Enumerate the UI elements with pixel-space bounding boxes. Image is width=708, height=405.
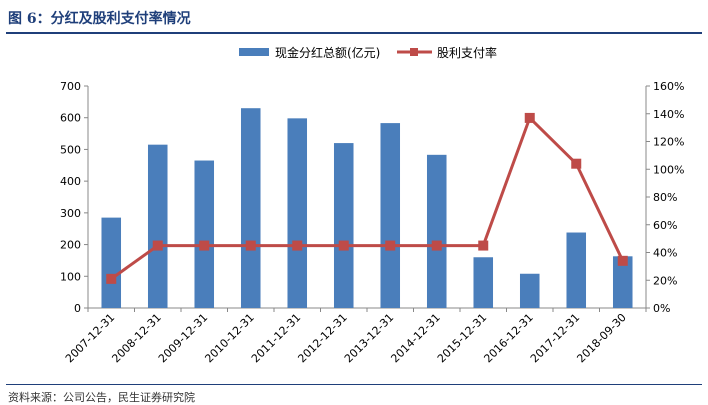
- y-right-tick-label: 120%: [653, 136, 684, 149]
- bar: [240, 108, 261, 308]
- bar: [333, 143, 354, 308]
- y-left-tick-label: 200: [60, 239, 81, 252]
- bar: [287, 118, 308, 308]
- figure-title: 图 6：分红及股利支付率情况: [8, 11, 191, 27]
- legend-line-marker: [410, 48, 418, 56]
- bar: [519, 273, 540, 308]
- line-point: [292, 240, 303, 251]
- y-left-tick-label: 0: [74, 302, 81, 315]
- line-point: [431, 240, 442, 251]
- bar: [473, 257, 494, 308]
- y-right-tick-label: 140%: [653, 108, 684, 121]
- footer-rule: [6, 384, 702, 385]
- line-point: [106, 273, 117, 284]
- line-point: [245, 240, 256, 251]
- bar: [194, 160, 215, 308]
- y-left-tick-label: 600: [60, 112, 81, 125]
- y-right-tick-label: 0%: [653, 302, 670, 315]
- y-right-tick-label: 20%: [653, 274, 677, 287]
- y-right-tick-label: 160%: [653, 80, 684, 93]
- y-left-tick-label: 700: [60, 80, 81, 93]
- bar-series: [101, 108, 633, 308]
- legend-bar-label: 现金分红总额(亿元): [275, 45, 380, 60]
- legend: 现金分红总额(亿元) 股利支付率: [239, 45, 497, 60]
- bar: [566, 232, 587, 308]
- y-right-tick-label: 60%: [653, 219, 677, 232]
- y-right-tick-label: 100%: [653, 163, 684, 176]
- line-series: [106, 112, 628, 284]
- line-point: [478, 240, 489, 251]
- bar: [612, 256, 633, 308]
- line-point: [571, 158, 582, 169]
- line-point: [199, 240, 210, 251]
- payout-line: [110, 115, 625, 281]
- legend-bar-swatch: [239, 48, 269, 56]
- line-point: [338, 240, 349, 251]
- bar: [380, 123, 401, 308]
- y-right-tick-label: 40%: [653, 247, 677, 260]
- y-right-tick-label: 80%: [653, 191, 677, 204]
- bar: [101, 217, 122, 308]
- y-left-tick-label: 500: [60, 143, 81, 156]
- y-left-tick-label: 400: [60, 175, 81, 188]
- bar: [426, 154, 447, 308]
- line-point: [385, 240, 396, 251]
- legend-line-label: 股利支付率: [437, 45, 497, 60]
- source-note: 资料来源：公司公告，民生证券研究院: [8, 391, 195, 404]
- line-point: [152, 240, 163, 251]
- line-point: [524, 112, 535, 123]
- x-tick-label: 2018-09-30: [574, 311, 628, 365]
- y-left-tick-label: 300: [60, 207, 81, 220]
- y-left-tick-label: 100: [60, 270, 81, 283]
- line-point: [617, 255, 628, 266]
- title-rule: [6, 32, 702, 34]
- bar: [147, 144, 168, 308]
